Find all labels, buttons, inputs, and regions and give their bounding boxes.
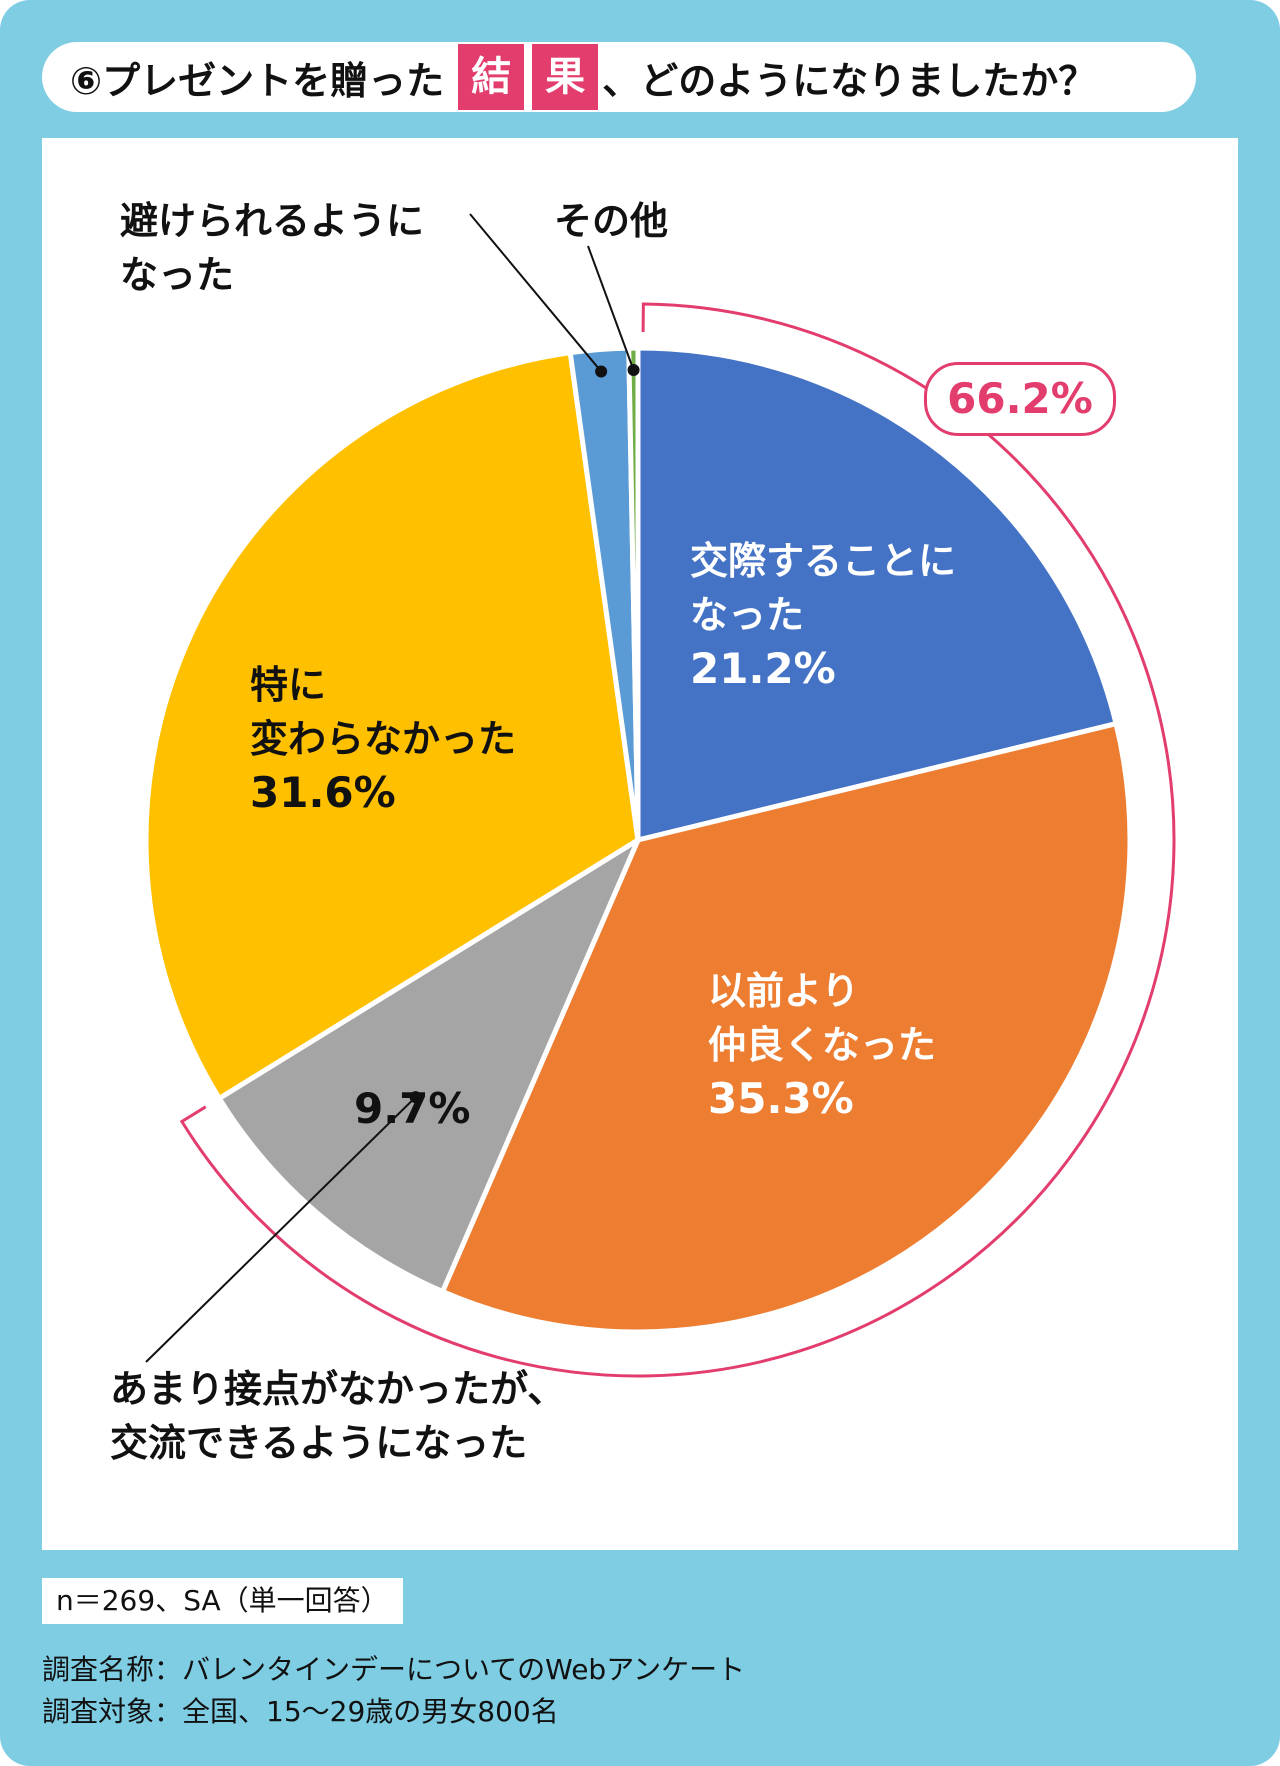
- label-nochange-line2: 変わらなかった: [250, 712, 516, 766]
- label-interaction-value: 9.7%: [354, 1082, 470, 1136]
- label-dating-line2: なった: [690, 588, 956, 642]
- label-interaction-line2: 交流できるようになった: [110, 1416, 565, 1470]
- sample-note: n＝269、SA（単一回答）: [42, 1578, 403, 1624]
- chart-title: ⑥プレゼントを贈った 結 果 、どのようになりましたか？: [42, 42, 1196, 112]
- label-closer: 以前より 仲良くなった 35.3%: [708, 964, 936, 1126]
- label-nochange-line1: 特に: [250, 658, 516, 712]
- label-avoided: 避けられるように なった: [120, 194, 424, 302]
- label-avoided-line1: 避けられるように: [120, 194, 424, 248]
- survey-name: 調査名称：バレンタインデーについてのWebアンケート: [42, 1650, 745, 1690]
- value-closer: 35.3%: [708, 1072, 936, 1126]
- title-suffix: 、どのようになりましたか？: [602, 50, 1096, 105]
- title-prefix: ⑥プレゼントを贈った: [70, 50, 444, 105]
- pie-chart: [42, 138, 1238, 1550]
- title-highlight-1: 結: [458, 44, 524, 110]
- label-avoided-line2: なった: [120, 248, 424, 302]
- title-highlight-2: 果: [532, 44, 598, 110]
- label-interaction: あまり接点がなかったが、 交流できるようになった: [110, 1362, 565, 1470]
- label-interaction-line1: あまり接点がなかったが、: [110, 1362, 565, 1416]
- value-dating: 21.2%: [690, 642, 956, 696]
- survey-target: 調査対象：全国、15～29歳の男女800名: [42, 1692, 559, 1732]
- label-dating: 交際することに なった 21.2%: [690, 534, 956, 696]
- label-closer-line1: 以前より: [708, 964, 936, 1018]
- leader-dot-avoided: [595, 365, 607, 377]
- label-closer-line2: 仲良くなった: [708, 1018, 936, 1072]
- chart-panel: 66.2% 交際することに なった 21.2% 以前より 仲良くなった 35.3…: [42, 138, 1238, 1550]
- value-interaction: 9.7%: [354, 1082, 470, 1136]
- total-badge: 66.2%: [924, 362, 1116, 436]
- label-other: その他: [554, 194, 668, 248]
- leader-dot-other: [628, 364, 640, 376]
- value-nochange: 31.6%: [250, 766, 516, 820]
- label-dating-line1: 交際することに: [690, 534, 956, 588]
- label-nochange: 特に 変わらなかった 31.6%: [250, 658, 516, 820]
